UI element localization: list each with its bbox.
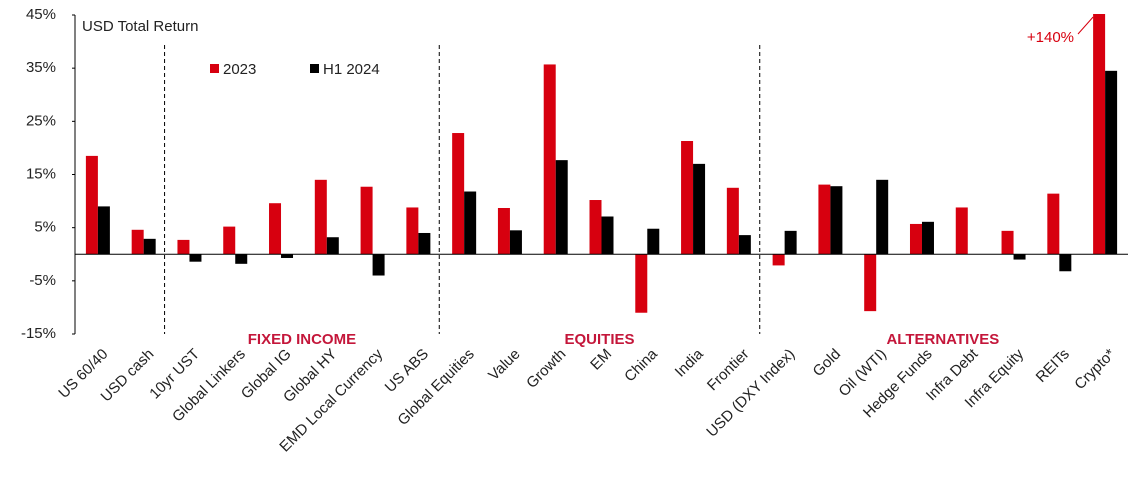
bar [97,206,110,255]
bar [314,179,327,255]
x-tick-label: Value [485,346,523,384]
y-tick-label: 5% [34,219,56,236]
bar [909,223,922,255]
bar [738,235,751,255]
x-tick-label: Gold [810,346,844,380]
bar [497,207,510,255]
y-tick-label: -15% [21,325,56,342]
bar [85,155,98,255]
legend-swatch [210,64,219,73]
bar [281,254,294,258]
bar [921,221,934,255]
bar [235,254,248,264]
legend-label: H1 2024 [323,61,380,78]
bar [143,238,156,255]
bar [406,207,419,255]
bar [681,141,694,255]
bar [955,207,968,255]
x-tick-label: Crypto* [1071,346,1119,394]
bar [452,133,465,255]
bar [1093,14,1106,255]
y-tick-label: 25% [26,112,56,129]
bar [876,179,889,255]
x-tick-label: USD (DXY Index) [703,346,798,441]
bar [464,191,477,255]
x-tick-label: India [672,345,707,380]
bar [1013,254,1026,260]
bar [555,160,568,255]
annotation-leader [1077,16,1094,35]
legend-label: 2023 [223,61,256,78]
bar [418,232,431,255]
x-tick-label: EM [587,346,615,374]
bar [1001,230,1014,255]
bar [635,254,648,313]
section-label: FIXED INCOME [248,331,356,348]
legend-swatch [310,64,319,73]
bar [543,64,556,255]
bar [1105,70,1118,255]
x-tick-label: China [621,345,661,385]
y-tick-label: -5% [29,272,56,289]
bar [647,228,660,255]
bar [693,163,706,255]
y-axis-label: USD Total Return [82,18,198,35]
bar [131,229,144,255]
bar [772,254,785,266]
bar [1047,193,1060,255]
y-tick-label: 15% [26,165,56,182]
x-tick-label: REITs [1033,346,1073,386]
y-tick-label: 35% [26,59,56,76]
bar [360,186,373,255]
y-tick-label: 45% [26,6,56,23]
bar [177,239,190,255]
bar [601,216,614,255]
bar [818,184,831,255]
bar [1059,254,1072,272]
annotation: +140% [1027,29,1074,46]
section-label: EQUITIES [564,331,634,348]
bar [830,186,843,255]
x-tick-label: Growth [523,346,569,392]
bar [509,230,522,255]
bar [269,203,282,255]
bars [85,14,1118,313]
bar [326,237,339,255]
bar [726,187,739,255]
bar [784,230,797,255]
bar [189,254,202,262]
section-label: ALTERNATIVES [886,331,999,348]
bar [223,226,236,255]
bar [589,200,602,255]
bar [864,254,877,312]
bar [372,254,385,276]
